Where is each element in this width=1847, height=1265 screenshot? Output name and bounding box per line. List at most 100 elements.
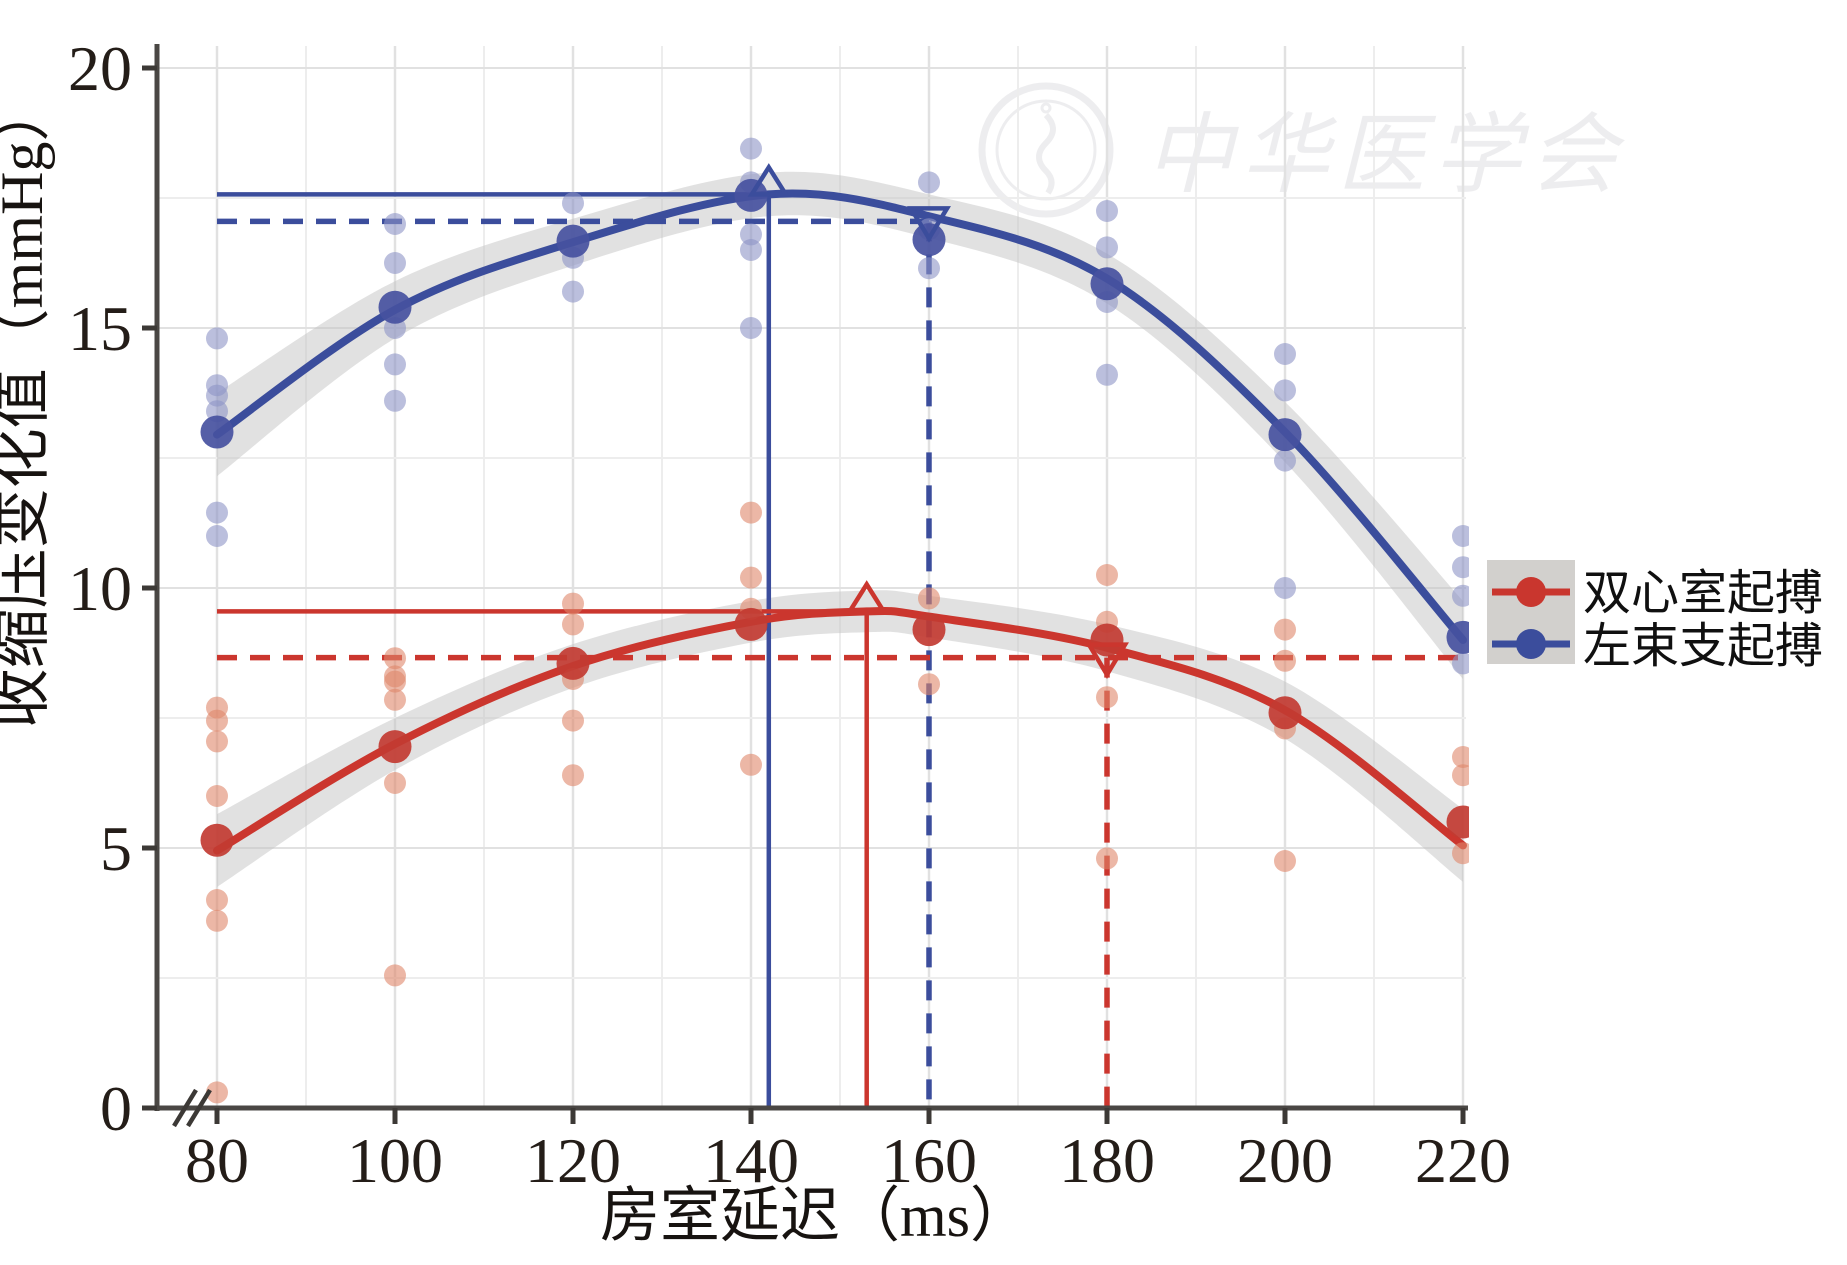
y-tick-label: 20: [68, 33, 132, 104]
scatter-point-biventricular: [384, 772, 406, 794]
scatter-point-left-bundle-branch: [918, 257, 940, 280]
scatter-point-biventricular: [1452, 764, 1469, 787]
peak-marker-up-triangle-biventricular: [845, 580, 888, 614]
scatter-point-left-bundle-branch: [740, 317, 762, 339]
scatter-point-left-bundle-branch: [740, 239, 762, 261]
scatter-point-biventricular: [384, 964, 406, 987]
confidence-band-left-bundle-branch: [217, 171, 1463, 679]
x-tick-label: 160: [881, 1125, 977, 1196]
scatter-point-left-bundle-branch: [1274, 449, 1296, 472]
mean-point-left-bundle-branch: [1446, 620, 1469, 654]
scatter-point-biventricular: [384, 670, 406, 693]
scatter-point-biventricular: [1452, 842, 1469, 865]
scatter-point-biventricular: [740, 501, 762, 524]
mean-point-left-bundle-branch: [378, 290, 412, 324]
scatter-point-left-bundle-branch: [1452, 652, 1469, 675]
mean-point-biventricular: [1268, 696, 1302, 730]
x-tick-label: 140: [703, 1125, 799, 1196]
mean-point-biventricular: [1446, 805, 1469, 839]
x-tick-label: 100: [347, 1125, 443, 1196]
scatter-point-biventricular: [562, 709, 584, 732]
scatter-point-biventricular: [1274, 649, 1296, 672]
mean-point-biventricular: [734, 607, 768, 641]
scatter-point-left-bundle-branch: [384, 213, 406, 235]
mean-point-biventricular: [1090, 623, 1124, 657]
legend-label-biventricular: 双心室起搏: [1583, 567, 1823, 620]
y-axis-title: 收缩压变化值（mmHg）: [0, 82, 55, 729]
scatter-point-biventricular: [206, 785, 228, 807]
scatter-point-biventricular: [206, 730, 228, 753]
scatter-point-left-bundle-branch: [1096, 363, 1118, 386]
axes: 0 5 10 15 20 80 100 120 140 160 180 200 220: [68, 33, 1511, 1196]
mean-point-left-bundle-branch: [200, 415, 234, 449]
x-tick-label: 220: [1415, 1125, 1511, 1196]
mean-point-left-bundle-branch: [1268, 418, 1302, 452]
y-tick-label: 5: [100, 813, 132, 884]
scatter-point-left-bundle-branch: [206, 327, 228, 350]
cma-logo-icon: [978, 82, 1114, 218]
scatter-point-left-bundle-branch: [1274, 343, 1296, 365]
scatter-point-left-bundle-branch: [206, 501, 228, 524]
scatter-point-left-bundle-branch: [1096, 236, 1118, 259]
axis-break-icon: [186, 1088, 212, 1128]
scatter-point-left-bundle-branch: [384, 353, 406, 376]
y-tick-label: 10: [68, 553, 132, 624]
scatter-point-left-bundle-branch: [1452, 556, 1469, 579]
scatter-point-left-bundle-branch: [740, 223, 762, 246]
scatter-point-biventricular: [206, 909, 228, 932]
ref-marker-down-triangle-left-bundle-branch: [907, 206, 951, 243]
scatter-point-biventricular: [1096, 564, 1118, 586]
mean-point-biventricular: [378, 730, 412, 764]
peak-marker-up-triangle-left-bundle-branch: [747, 163, 790, 197]
y-tick-label: 0: [100, 1073, 132, 1144]
mean-point-left-bundle-branch: [1090, 267, 1124, 301]
scatter-point-left-bundle-branch: [918, 171, 940, 194]
mean-point-left-bundle-branch: [556, 224, 590, 258]
mean-point-biventricular: [556, 646, 590, 680]
legend: 双心室起搏 左束支起搏: [1487, 560, 1823, 673]
scatter-point-biventricular: [1096, 847, 1118, 870]
mean-point-biventricular: [912, 613, 946, 647]
legend-key-left-bundle: [1492, 629, 1570, 659]
scatter-point-left-bundle-branch: [1274, 379, 1296, 402]
scatter-point-left-bundle-branch: [562, 280, 584, 303]
scatter-point-biventricular: [206, 1081, 228, 1104]
axis-break-icon: [172, 1088, 198, 1128]
scatter-point-biventricular: [1452, 746, 1469, 768]
scatter-point-left-bundle-branch: [1452, 525, 1469, 547]
scatter-point-left-bundle-branch: [384, 389, 406, 412]
x-tick-label: 200: [1237, 1125, 1333, 1196]
mean-point-biventricular: [200, 823, 234, 857]
x-tick-label: 80: [185, 1125, 249, 1196]
legend-label-left-bundle: 左束支起搏: [1583, 620, 1823, 673]
watermark: 中华医学会: [978, 82, 1625, 218]
scatter-point-biventricular: [206, 889, 228, 911]
y-tick-label: 15: [68, 293, 132, 364]
x-tick-label: 120: [525, 1125, 621, 1196]
scatter-point-biventricular: [740, 753, 762, 776]
scatter-point-biventricular: [1096, 686, 1118, 709]
scatter-point-biventricular: [918, 587, 940, 610]
scatter-point-left-bundle-branch: [1274, 577, 1296, 599]
scatter-point-biventricular: [740, 566, 762, 589]
legend-key-biventricular: [1492, 577, 1570, 607]
scatter-point-left-bundle-branch: [562, 192, 584, 215]
scatter-point-biventricular: [562, 764, 584, 787]
scatter-point-biventricular: [562, 592, 584, 615]
scatter-point-biventricular: [384, 647, 406, 670]
scatter-point-biventricular: [384, 688, 406, 711]
scatter-point-left-bundle-branch: [1096, 200, 1118, 222]
scatter-point-left-bundle-branch: [206, 525, 228, 547]
x-tick-label: 180: [1059, 1125, 1155, 1196]
scatter-point-biventricular: [206, 709, 228, 732]
scatter-point-biventricular: [1274, 618, 1296, 641]
plot-area: [200, 137, 1469, 1106]
scatter-point-left-bundle-branch: [1452, 584, 1469, 607]
scatter-point-left-bundle-branch: [384, 252, 406, 274]
confidence-band-biventricular: [217, 590, 1463, 887]
scatter-point-biventricular: [1274, 850, 1296, 872]
scatter-point-left-bundle-branch: [206, 384, 228, 407]
watermark-text: 中华医学会: [1145, 108, 1625, 205]
